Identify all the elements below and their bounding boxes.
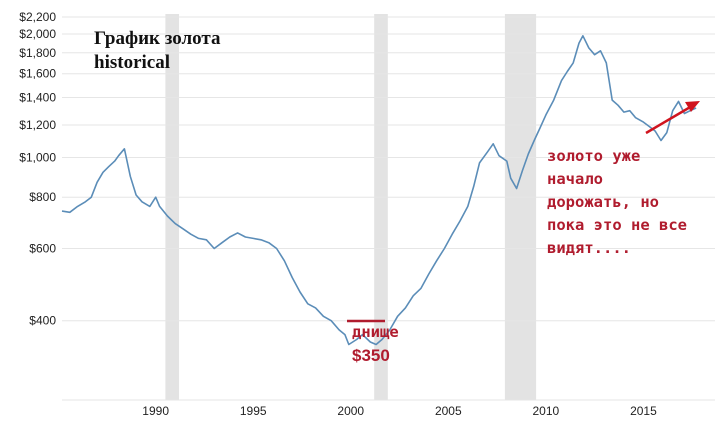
trend-arrow-head (685, 101, 700, 112)
y-tick-label: $2,000 (19, 27, 56, 41)
series-line-1 (61, 34, 697, 346)
y-tick-label: $1,600 (19, 67, 56, 81)
y-tick-label: $600 (29, 241, 56, 255)
y-tick-label: $1,200 (19, 118, 56, 132)
recession-band-2 (374, 14, 388, 400)
chart-title-line-2: historical (94, 52, 170, 73)
chart-title-line-1: График золота (94, 28, 221, 49)
x-tick-label: 2015 (630, 404, 657, 418)
gridlines (62, 16, 715, 401)
note-line-5: видят.... (547, 239, 631, 257)
note-line-2: начало (547, 170, 603, 188)
bottom-label: днище (352, 323, 399, 341)
y-tick-label: $1,800 (19, 46, 56, 60)
series-layer (61, 34, 697, 346)
trend-arrow-shaft (645, 104, 693, 135)
x-tick-label: 2010 (533, 404, 560, 418)
x-tick-label: 1990 (142, 404, 169, 418)
bottom-value-label: $350 (352, 346, 390, 365)
y-tick-label: $400 (29, 314, 56, 328)
recession-bands (165, 14, 537, 400)
y-axis-tick-labels: $2,200 $2,000 $1,800 $1,600 $1,400 $1,200 $1,0… (19, 10, 56, 328)
y-tick-label: $800 (29, 190, 56, 204)
y-tick-label: $1,400 (19, 91, 56, 105)
note-line-1: золото уже (547, 147, 640, 165)
y-tick-label: $2,200 (19, 10, 56, 24)
x-axis-tick-labels: 1990 1995 2000 2005 2010 2015 (142, 404, 657, 418)
recession-band-1 (165, 14, 180, 400)
x-tick-label: 2000 (337, 404, 364, 418)
y-tick-label: $1,000 (19, 150, 56, 164)
note-line-3: дорожать, но (547, 193, 659, 211)
x-tick-label: 2005 (435, 404, 462, 418)
recession-band-3 (504, 14, 537, 400)
note-line-4: пока это не все (547, 216, 687, 234)
x-tick-label: 1995 (240, 404, 267, 418)
